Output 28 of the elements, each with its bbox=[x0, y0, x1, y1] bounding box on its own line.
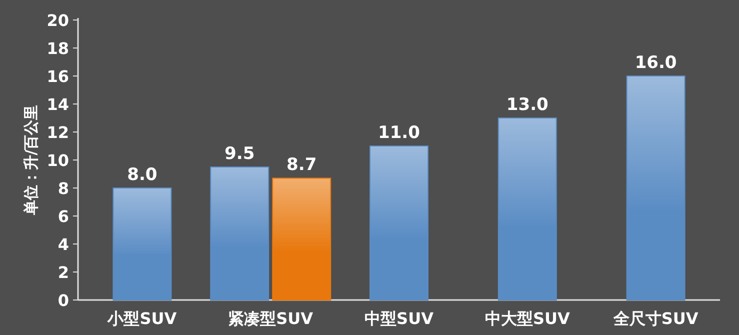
data-label: 8.7 bbox=[286, 155, 317, 176]
y-tick-label: 2 bbox=[58, 263, 69, 282]
bar bbox=[370, 146, 428, 300]
x-tick-label: 小型SUV bbox=[106, 309, 178, 328]
y-tick-label: 18 bbox=[46, 39, 69, 58]
data-label: 9.5 bbox=[224, 144, 255, 164]
bar bbox=[626, 76, 686, 300]
x-tick-label: 全尺寸SUV bbox=[612, 309, 699, 328]
data-label: 11.0 bbox=[378, 123, 420, 143]
y-tick-label: 12 bbox=[46, 123, 69, 142]
y-tick-label: 8 bbox=[58, 179, 69, 198]
data-label: 16.0 bbox=[634, 53, 677, 73]
y-tick-label: 10 bbox=[46, 151, 69, 170]
y-tick-label: 0 bbox=[58, 291, 69, 310]
bar bbox=[498, 118, 557, 300]
y-tick-label: 16 bbox=[46, 67, 69, 86]
bar bbox=[272, 178, 332, 300]
data-label: 8.0 bbox=[127, 165, 158, 185]
x-tick-label: 紧凑型SUV bbox=[228, 309, 314, 328]
bar bbox=[112, 188, 172, 300]
x-tick-label: 中型SUV bbox=[364, 309, 434, 328]
y-tick-label: 20 bbox=[46, 11, 69, 30]
y-tick-label: 6 bbox=[58, 207, 69, 226]
y-axis-title: 单位：升/百公里 bbox=[22, 104, 40, 216]
y-tick-label: 14 bbox=[46, 95, 69, 114]
data-label: 13.0 bbox=[506, 95, 549, 115]
x-tick-label: 中大型SUV bbox=[484, 309, 570, 328]
y-tick-label: 4 bbox=[58, 235, 69, 254]
